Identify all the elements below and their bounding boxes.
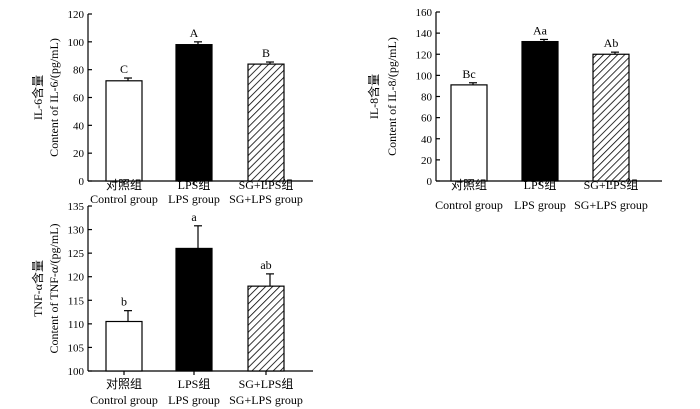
il8-bar	[521, 40, 559, 182]
tnfa-y-tick-label: 105	[68, 342, 85, 354]
il6-bar	[247, 63, 285, 182]
tnfa-bar	[175, 247, 213, 372]
il8-y-tick-label: 120	[416, 49, 433, 61]
il6-y-tick-label: 120	[68, 9, 85, 21]
il8-bar	[592, 53, 630, 182]
il8-category-label-en: SG+LPS group	[574, 198, 648, 212]
tnfa-category-label-en: LPS group	[168, 393, 220, 407]
tnfa-category-label-cn: 对照组	[106, 377, 142, 391]
il8-y-tick-label: 160	[416, 7, 433, 19]
tnfa-significance-label: ab	[260, 258, 271, 272]
il6-category-label-cn: LPS组	[178, 178, 211, 192]
il8-y-axis-label-cn: IL-8含量	[366, 74, 381, 119]
tnfa-category-label-en: SG+LPS group	[229, 393, 303, 407]
il8-chart: 0 20 40 60 80 100 120 140 160 Bc 对照组 Control group A…	[366, 7, 662, 212]
il6-bar	[175, 44, 213, 182]
il6-y-tick-label: 20	[73, 148, 85, 160]
il6-significance-label: B	[262, 46, 270, 60]
il8-category-label-cn: LPS组	[524, 178, 557, 192]
il8-significance-label: Aa	[533, 23, 548, 37]
tnfa-y-axis-label-en: Content of TNF-α/(pg/mL)	[47, 223, 61, 353]
il8-category-label-en: Control group	[435, 198, 503, 212]
il8-significance-label: Bc	[462, 67, 475, 81]
tnfa-y-tick-label: 110	[68, 319, 85, 331]
il8-y-tick-label: 140	[416, 28, 433, 40]
il8-category-label-cn: 对照组	[451, 178, 487, 192]
tnfa-category-label-cn: SG+LPS组	[239, 377, 294, 391]
il6-y-axis-label-cn: IL-6含量	[30, 75, 45, 120]
tnfa-significance-label: a	[191, 210, 197, 224]
tnfa-bar	[105, 320, 143, 372]
il8-y-tick-label: 0	[427, 176, 433, 188]
il6-significance-label: C	[120, 62, 128, 76]
tnfa-significance-label: b	[121, 295, 127, 309]
il6-category-label-en: LPS group	[168, 192, 220, 206]
il6-significance-label: A	[190, 26, 199, 40]
tnfa-y-axis-label-cn: TNF-α含量	[30, 260, 45, 317]
tnfa-category-label-cn: LPS组	[178, 377, 211, 391]
il6-y-tick-label: 60	[73, 93, 85, 105]
il6-y-tick-label: 40	[73, 120, 85, 132]
tnfa-y-tick-label: 125	[68, 248, 85, 260]
tnfa-chart: 100 105 110 115 120 125 130 135 b 对照组 Control grou…	[30, 201, 313, 407]
il6-category-label-en: SG+LPS group	[229, 192, 303, 206]
tnfa-y-tick-label: 120	[68, 272, 85, 284]
il8-y-tick-label: 80	[421, 92, 433, 104]
tnfa-y-tick-label: 130	[68, 225, 85, 237]
il8-y-axis-label-en: Content of IL-8/(pg/mL)	[385, 37, 399, 156]
il6-y-tick-label: 80	[73, 65, 85, 77]
il6-category-label-en: Control group	[90, 192, 158, 206]
il8-significance-label: Ab	[604, 36, 619, 50]
il8-y-tick-label: 40	[421, 134, 433, 146]
il8-y-tick-label: 20	[421, 155, 433, 167]
il6-bar	[105, 80, 143, 182]
il6-y-tick-label: 0	[79, 176, 85, 188]
il8-bar	[450, 84, 488, 182]
il8-y-tick-label: 60	[421, 113, 433, 125]
tnfa-y-tick-label: 100	[68, 366, 85, 378]
il6-category-label-cn: SG+LPS组	[239, 178, 294, 192]
tnfa-category-label-en: Control group	[90, 393, 158, 407]
il8-y-tick-label: 100	[416, 70, 433, 82]
tnfa-y-tick-label: 135	[68, 201, 85, 213]
il8-category-label-en: LPS group	[514, 198, 566, 212]
il6-y-tick-label: 100	[68, 37, 85, 49]
il6-category-label-cn: 对照组	[106, 178, 142, 192]
tnfa-y-tick-label: 115	[68, 295, 85, 307]
tnfa-bar	[247, 285, 285, 372]
il8-category-label-cn: SG+LPS组	[584, 178, 639, 192]
il6-y-axis-label-en: Content of IL-6/(pg/mL)	[47, 38, 61, 157]
